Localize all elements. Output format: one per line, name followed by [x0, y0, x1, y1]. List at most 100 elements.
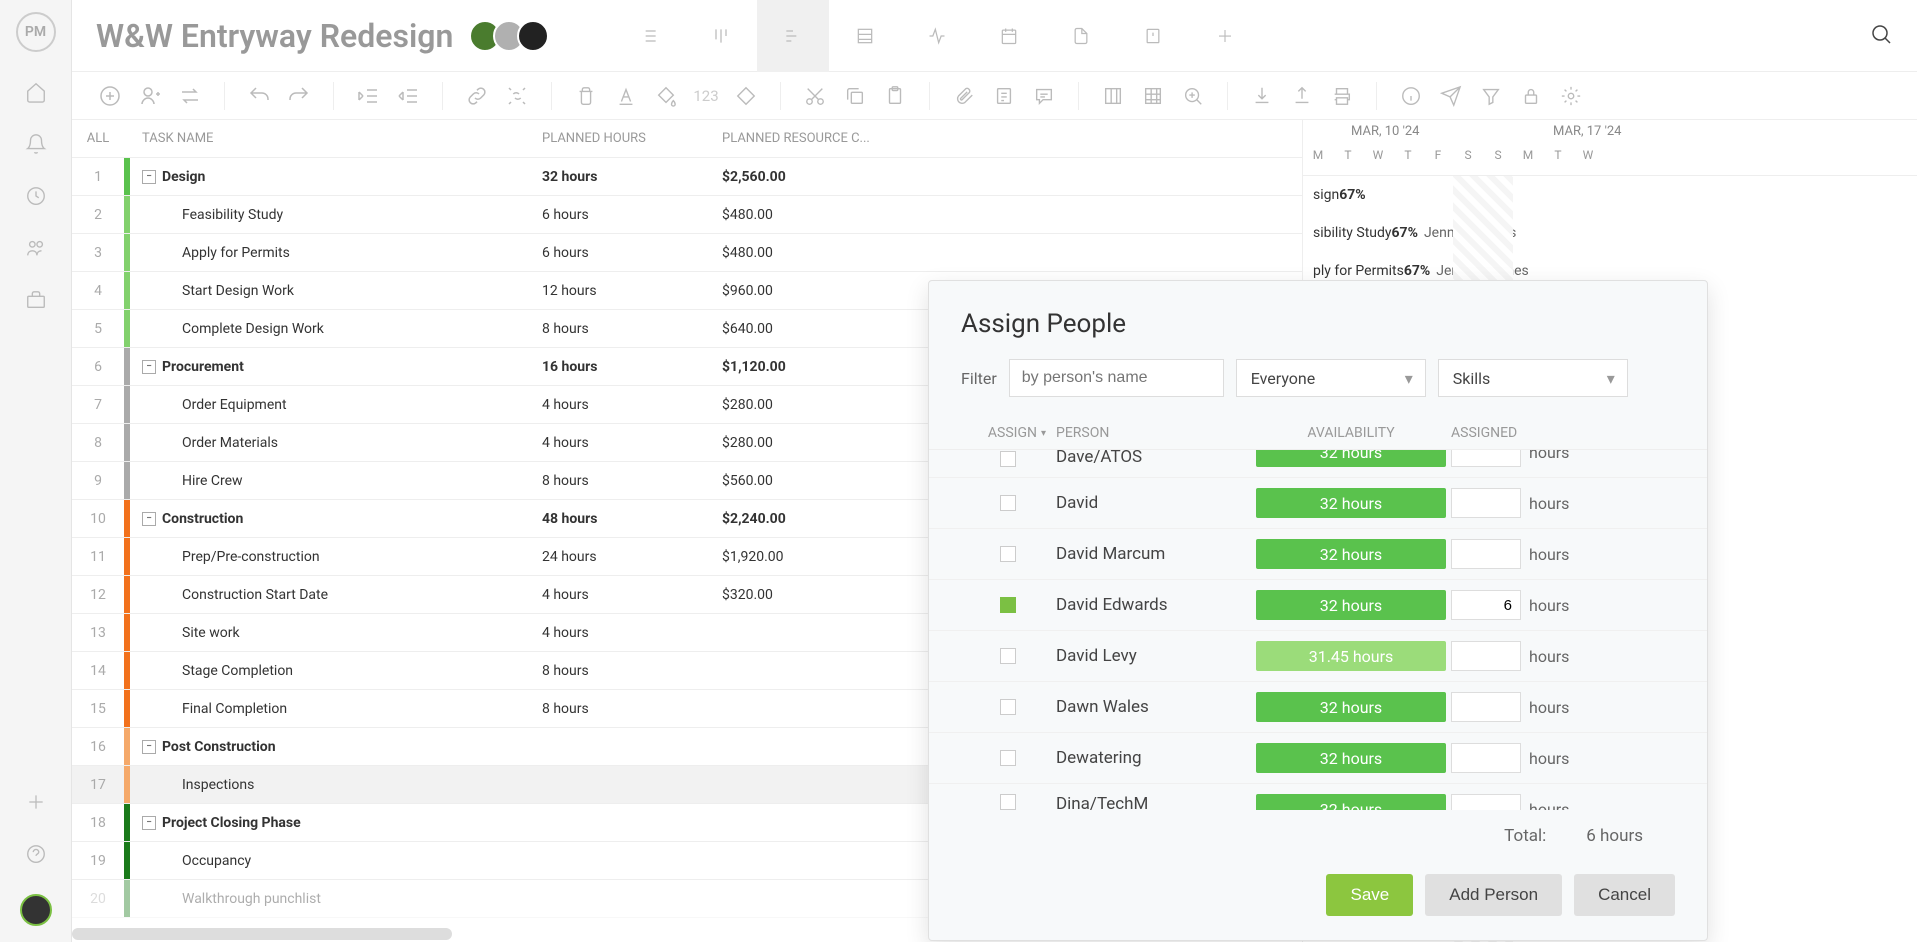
- planned-cost-cell[interactable]: $960.00: [722, 283, 962, 299]
- horizontal-scrollbar[interactable]: [72, 928, 452, 940]
- file-view-tab[interactable]: [1045, 0, 1117, 72]
- filter-icon[interactable]: [1477, 82, 1505, 110]
- clock-icon[interactable]: [24, 184, 48, 208]
- link-icon[interactable]: [463, 82, 491, 110]
- task-name-cell[interactable]: −Procurement: [130, 359, 542, 375]
- assigned-hours-input[interactable]: [1451, 743, 1521, 773]
- number-mode-icon[interactable]: 123: [692, 82, 720, 110]
- task-name-cell[interactable]: Complete Design Work: [130, 321, 542, 337]
- planned-hours-cell[interactable]: 24 hours: [542, 549, 722, 565]
- planned-hours-cell[interactable]: 4 hours: [542, 625, 722, 641]
- task-name-cell[interactable]: Start Design Work: [130, 283, 542, 299]
- task-name-cell[interactable]: Prep/Pre-construction: [130, 549, 542, 565]
- text-color-icon[interactable]: [612, 82, 640, 110]
- planned-hours-cell[interactable]: 4 hours: [542, 587, 722, 603]
- assigned-hours-input[interactable]: [1451, 488, 1521, 518]
- task-name-cell[interactable]: Construction Start Date: [130, 587, 542, 603]
- task-row[interactable]: 1 −Design 32 hours $2,560.00: [72, 158, 1302, 196]
- col-assign[interactable]: ASSIGN▾: [961, 425, 1056, 441]
- planned-cost-cell[interactable]: $280.00: [722, 435, 962, 451]
- export-icon[interactable]: [1288, 82, 1316, 110]
- save-button[interactable]: Save: [1326, 874, 1413, 916]
- task-name-cell[interactable]: Feasibility Study: [130, 207, 542, 223]
- task-name-cell[interactable]: −Post Construction: [130, 739, 542, 755]
- collapse-toggle[interactable]: −: [142, 816, 156, 830]
- planned-hours-cell[interactable]: 4 hours: [542, 397, 722, 413]
- lock-icon[interactable]: [1517, 82, 1545, 110]
- send-icon[interactable]: [1437, 82, 1465, 110]
- fill-color-icon[interactable]: [652, 82, 680, 110]
- planned-cost-cell[interactable]: $480.00: [722, 207, 962, 223]
- assign-checkbox[interactable]: [1000, 750, 1016, 766]
- plus-icon[interactable]: [24, 790, 48, 814]
- col-availability[interactable]: AVAILABILITY: [1251, 425, 1451, 441]
- assign-checkbox[interactable]: [1000, 597, 1016, 613]
- briefcase-icon[interactable]: [24, 288, 48, 312]
- gantt-view-tab[interactable]: [757, 0, 829, 72]
- task-name-cell[interactable]: Order Materials: [130, 435, 542, 451]
- select-all[interactable]: ALL: [72, 131, 124, 146]
- planned-hours-cell[interactable]: 32 hours: [542, 169, 722, 185]
- cut-icon[interactable]: [801, 82, 829, 110]
- planned-cost-cell[interactable]: $320.00: [722, 587, 962, 603]
- assign-checkbox[interactable]: [1000, 794, 1016, 810]
- assigned-hours-input[interactable]: [1451, 450, 1521, 467]
- filter-input[interactable]: [1009, 359, 1224, 397]
- add-task-icon[interactable]: [96, 82, 124, 110]
- unlink-icon[interactable]: [503, 82, 531, 110]
- paste-icon[interactable]: [881, 82, 909, 110]
- task-name-cell[interactable]: −Design: [130, 169, 542, 185]
- planned-hours-cell[interactable]: 6 hours: [542, 207, 722, 223]
- assigned-hours-input[interactable]: [1451, 590, 1521, 620]
- planned-cost-cell[interactable]: $480.00: [722, 245, 962, 261]
- assign-checkbox[interactable]: [1000, 546, 1016, 562]
- assign-icon[interactable]: [136, 82, 164, 110]
- planned-hours-cell[interactable]: 8 hours: [542, 321, 722, 337]
- col-assigned[interactable]: ASSIGNED: [1451, 425, 1675, 441]
- task-name-cell[interactable]: Hire Crew: [130, 473, 542, 489]
- col-planned-hours[interactable]: PLANNED HOURS: [542, 131, 722, 146]
- assigned-hours-input[interactable]: [1451, 692, 1521, 722]
- assign-checkbox[interactable]: [1000, 699, 1016, 715]
- col-task-name[interactable]: TASK NAME: [130, 131, 542, 146]
- home-icon[interactable]: [24, 80, 48, 104]
- assign-checkbox[interactable]: [1000, 495, 1016, 511]
- gantt-row[interactable]: sibility Study 67%Jennifer Jones: [1303, 214, 1917, 252]
- add-view-tab[interactable]: [1189, 0, 1261, 72]
- print-icon[interactable]: [1328, 82, 1356, 110]
- col-planned-cost[interactable]: PLANNED RESOURCE C...: [722, 131, 962, 146]
- assigned-hours-input[interactable]: [1451, 539, 1521, 569]
- planned-hours-cell[interactable]: 8 hours: [542, 701, 722, 717]
- assign-checkbox[interactable]: [1000, 451, 1016, 467]
- logo[interactable]: PM: [16, 12, 56, 52]
- search-icon[interactable]: [1869, 22, 1893, 50]
- cancel-button[interactable]: Cancel: [1574, 874, 1675, 916]
- grid-icon[interactable]: [1139, 82, 1167, 110]
- bell-icon[interactable]: [24, 132, 48, 156]
- planned-cost-cell[interactable]: $2,560.00: [722, 169, 962, 185]
- assign-checkbox[interactable]: [1000, 648, 1016, 664]
- import-icon[interactable]: [1248, 82, 1276, 110]
- collapse-toggle[interactable]: −: [142, 170, 156, 184]
- planned-hours-cell[interactable]: 8 hours: [542, 473, 722, 489]
- planned-hours-cell[interactable]: 12 hours: [542, 283, 722, 299]
- user-avatar[interactable]: [20, 894, 52, 926]
- milestone-icon[interactable]: [732, 82, 760, 110]
- undo-icon[interactable]: [245, 82, 273, 110]
- help-icon[interactable]: [24, 842, 48, 866]
- avatar[interactable]: [517, 20, 549, 52]
- task-name-cell[interactable]: Occupancy: [130, 853, 542, 869]
- add-person-button[interactable]: Add Person: [1425, 874, 1562, 916]
- task-name-cell[interactable]: Walkthrough punchlist: [130, 891, 542, 907]
- collapse-toggle[interactable]: −: [142, 740, 156, 754]
- info-icon[interactable]: [1397, 82, 1425, 110]
- indent-icon[interactable]: [394, 82, 422, 110]
- everyone-dropdown[interactable]: Everyone: [1236, 359, 1426, 397]
- list-view-tab[interactable]: [613, 0, 685, 72]
- task-name-cell[interactable]: −Project Closing Phase: [130, 815, 542, 831]
- redo-icon[interactable]: [285, 82, 313, 110]
- delete-icon[interactable]: [572, 82, 600, 110]
- planned-hours-cell[interactable]: 8 hours: [542, 663, 722, 679]
- planned-cost-cell[interactable]: $2,240.00: [722, 511, 962, 527]
- task-row[interactable]: 2 Feasibility Study 6 hours $480.00: [72, 196, 1302, 234]
